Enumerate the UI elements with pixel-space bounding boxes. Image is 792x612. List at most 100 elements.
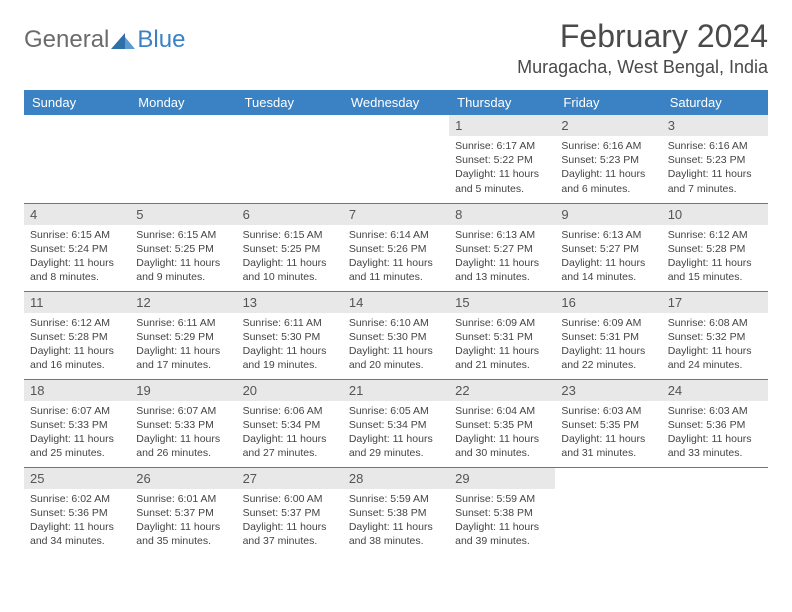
- day-number: 14: [343, 292, 449, 313]
- title-block: February 2024 Muragacha, West Bengal, In…: [517, 18, 768, 78]
- day-number: 3: [662, 115, 768, 136]
- calendar-cell: ..: [130, 115, 236, 203]
- day-number: 2: [555, 115, 661, 136]
- brand-general: General: [24, 26, 109, 54]
- calendar-row: 4Sunrise: 6:15 AMSunset: 5:24 PMDaylight…: [24, 203, 768, 291]
- day-details: Sunrise: 6:06 AMSunset: 5:34 PMDaylight:…: [237, 401, 343, 467]
- day-details: Sunrise: 6:05 AMSunset: 5:34 PMDaylight:…: [343, 401, 449, 467]
- brand-blue: Blue: [137, 26, 185, 54]
- day-number: 4: [24, 204, 130, 225]
- day-details: Sunrise: 6:15 AMSunset: 5:24 PMDaylight:…: [24, 225, 130, 291]
- day-details: Sunrise: 6:16 AMSunset: 5:23 PMDaylight:…: [662, 136, 768, 202]
- calendar-cell: 21Sunrise: 6:05 AMSunset: 5:34 PMDayligh…: [343, 379, 449, 467]
- day-number: 16: [555, 292, 661, 313]
- calendar-cell: 5Sunrise: 6:15 AMSunset: 5:25 PMDaylight…: [130, 203, 236, 291]
- day-details: Sunrise: 6:15 AMSunset: 5:25 PMDaylight:…: [237, 225, 343, 291]
- calendar-cell: 19Sunrise: 6:07 AMSunset: 5:33 PMDayligh…: [130, 379, 236, 467]
- weekday-header: Thursday: [449, 90, 555, 115]
- calendar-cell: 4Sunrise: 6:15 AMSunset: 5:24 PMDaylight…: [24, 203, 130, 291]
- day-number: 11: [24, 292, 130, 313]
- weekday-header: Tuesday: [237, 90, 343, 115]
- calendar-cell: 22Sunrise: 6:04 AMSunset: 5:35 PMDayligh…: [449, 379, 555, 467]
- day-details: Sunrise: 6:01 AMSunset: 5:37 PMDaylight:…: [130, 489, 236, 555]
- day-number: 15: [449, 292, 555, 313]
- day-number: 13: [237, 292, 343, 313]
- calendar-cell: ..: [555, 467, 661, 555]
- calendar-cell: 10Sunrise: 6:12 AMSunset: 5:28 PMDayligh…: [662, 203, 768, 291]
- day-number: 27: [237, 468, 343, 489]
- day-number: 20: [237, 380, 343, 401]
- weekday-header: Friday: [555, 90, 661, 115]
- calendar-row: 25Sunrise: 6:02 AMSunset: 5:36 PMDayligh…: [24, 467, 768, 555]
- day-number: 18: [24, 380, 130, 401]
- day-number: 25: [24, 468, 130, 489]
- calendar-cell: ..: [662, 467, 768, 555]
- calendar-cell: ..: [343, 115, 449, 203]
- day-number: 5: [130, 204, 236, 225]
- day-details: Sunrise: 6:07 AMSunset: 5:33 PMDaylight:…: [24, 401, 130, 467]
- day-number: 22: [449, 380, 555, 401]
- calendar-cell: 29Sunrise: 5:59 AMSunset: 5:38 PMDayligh…: [449, 467, 555, 555]
- day-number: 29: [449, 468, 555, 489]
- calendar-cell: 1Sunrise: 6:17 AMSunset: 5:22 PMDaylight…: [449, 115, 555, 203]
- day-number: 8: [449, 204, 555, 225]
- day-details: Sunrise: 6:12 AMSunset: 5:28 PMDaylight:…: [662, 225, 768, 291]
- day-details: Sunrise: 6:09 AMSunset: 5:31 PMDaylight:…: [555, 313, 661, 379]
- weekday-header: Monday: [130, 90, 236, 115]
- calendar-row: 18Sunrise: 6:07 AMSunset: 5:33 PMDayligh…: [24, 379, 768, 467]
- calendar-cell: 3Sunrise: 6:16 AMSunset: 5:23 PMDaylight…: [662, 115, 768, 203]
- weekday-header-row: SundayMondayTuesdayWednesdayThursdayFrid…: [24, 90, 768, 115]
- brand-logo: General Blue: [24, 18, 185, 54]
- day-details: Sunrise: 6:11 AMSunset: 5:29 PMDaylight:…: [130, 313, 236, 379]
- weekday-header: Saturday: [662, 90, 768, 115]
- day-details: Sunrise: 6:09 AMSunset: 5:31 PMDaylight:…: [449, 313, 555, 379]
- calendar-table: SundayMondayTuesdayWednesdayThursdayFrid…: [24, 90, 768, 555]
- calendar-cell: 14Sunrise: 6:10 AMSunset: 5:30 PMDayligh…: [343, 291, 449, 379]
- weekday-header: Wednesday: [343, 90, 449, 115]
- day-details: Sunrise: 6:02 AMSunset: 5:36 PMDaylight:…: [24, 489, 130, 555]
- calendar-row: 11Sunrise: 6:12 AMSunset: 5:28 PMDayligh…: [24, 291, 768, 379]
- calendar-cell: 28Sunrise: 5:59 AMSunset: 5:38 PMDayligh…: [343, 467, 449, 555]
- day-details: Sunrise: 6:13 AMSunset: 5:27 PMDaylight:…: [555, 225, 661, 291]
- calendar-cell: 27Sunrise: 6:00 AMSunset: 5:37 PMDayligh…: [237, 467, 343, 555]
- month-title: February 2024: [517, 18, 768, 55]
- day-number: 24: [662, 380, 768, 401]
- calendar-cell: 17Sunrise: 6:08 AMSunset: 5:32 PMDayligh…: [662, 291, 768, 379]
- day-details: Sunrise: 6:04 AMSunset: 5:35 PMDaylight:…: [449, 401, 555, 467]
- day-details: Sunrise: 6:13 AMSunset: 5:27 PMDaylight:…: [449, 225, 555, 291]
- day-number: 7: [343, 204, 449, 225]
- day-number: 28: [343, 468, 449, 489]
- day-details: Sunrise: 6:07 AMSunset: 5:33 PMDaylight:…: [130, 401, 236, 467]
- day-details: Sunrise: 6:03 AMSunset: 5:35 PMDaylight:…: [555, 401, 661, 467]
- day-details: Sunrise: 5:59 AMSunset: 5:38 PMDaylight:…: [343, 489, 449, 555]
- day-details: Sunrise: 6:17 AMSunset: 5:22 PMDaylight:…: [449, 136, 555, 202]
- calendar-cell: 6Sunrise: 6:15 AMSunset: 5:25 PMDaylight…: [237, 203, 343, 291]
- location-subtitle: Muragacha, West Bengal, India: [517, 57, 768, 78]
- calendar-cell: 23Sunrise: 6:03 AMSunset: 5:35 PMDayligh…: [555, 379, 661, 467]
- weekday-header: Sunday: [24, 90, 130, 115]
- day-details: Sunrise: 6:15 AMSunset: 5:25 PMDaylight:…: [130, 225, 236, 291]
- day-details: Sunrise: 6:11 AMSunset: 5:30 PMDaylight:…: [237, 313, 343, 379]
- calendar-cell: 2Sunrise: 6:16 AMSunset: 5:23 PMDaylight…: [555, 115, 661, 203]
- calendar-cell: ..: [24, 115, 130, 203]
- calendar-cell: 16Sunrise: 6:09 AMSunset: 5:31 PMDayligh…: [555, 291, 661, 379]
- day-details: Sunrise: 6:16 AMSunset: 5:23 PMDaylight:…: [555, 136, 661, 202]
- calendar-cell: 25Sunrise: 6:02 AMSunset: 5:36 PMDayligh…: [24, 467, 130, 555]
- day-number: 12: [130, 292, 236, 313]
- day-number: 10: [662, 204, 768, 225]
- calendar-row: ........1Sunrise: 6:17 AMSunset: 5:22 PM…: [24, 115, 768, 203]
- calendar-cell: ..: [237, 115, 343, 203]
- calendar-cell: 26Sunrise: 6:01 AMSunset: 5:37 PMDayligh…: [130, 467, 236, 555]
- calendar-cell: 18Sunrise: 6:07 AMSunset: 5:33 PMDayligh…: [24, 379, 130, 467]
- calendar-cell: 13Sunrise: 6:11 AMSunset: 5:30 PMDayligh…: [237, 291, 343, 379]
- day-details: Sunrise: 6:08 AMSunset: 5:32 PMDaylight:…: [662, 313, 768, 379]
- day-number: 21: [343, 380, 449, 401]
- day-details: Sunrise: 5:59 AMSunset: 5:38 PMDaylight:…: [449, 489, 555, 555]
- day-details: Sunrise: 6:00 AMSunset: 5:37 PMDaylight:…: [237, 489, 343, 555]
- day-number: 23: [555, 380, 661, 401]
- day-number: 19: [130, 380, 236, 401]
- day-number: 9: [555, 204, 661, 225]
- calendar-cell: 8Sunrise: 6:13 AMSunset: 5:27 PMDaylight…: [449, 203, 555, 291]
- day-details: Sunrise: 6:14 AMSunset: 5:26 PMDaylight:…: [343, 225, 449, 291]
- day-details: Sunrise: 6:10 AMSunset: 5:30 PMDaylight:…: [343, 313, 449, 379]
